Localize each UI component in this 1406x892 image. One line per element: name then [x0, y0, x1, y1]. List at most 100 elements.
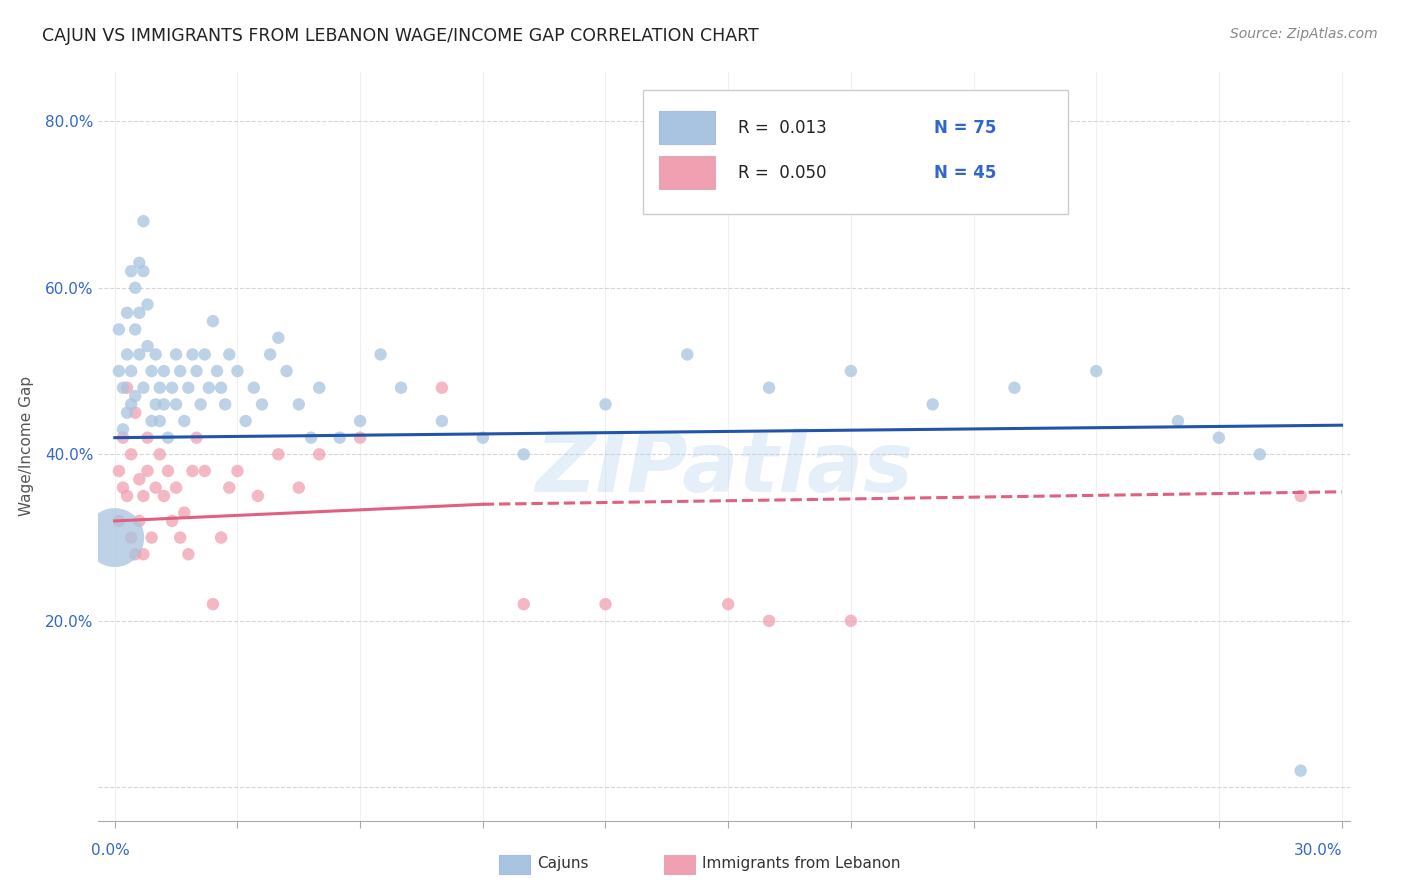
Point — [370, 347, 392, 361]
Point — [190, 397, 212, 411]
FancyBboxPatch shape — [643, 90, 1069, 214]
Point — [595, 597, 617, 611]
Point — [288, 397, 311, 411]
Point — [145, 481, 167, 495]
Point — [104, 531, 127, 545]
Point — [132, 547, 155, 561]
Point — [132, 489, 155, 503]
Point — [226, 364, 249, 378]
Point — [108, 322, 131, 336]
Text: CAJUN VS IMMIGRANTS FROM LEBANON WAGE/INCOME GAP CORRELATION CHART: CAJUN VS IMMIGRANTS FROM LEBANON WAGE/IN… — [42, 27, 759, 45]
Point — [124, 406, 146, 420]
Point — [120, 364, 142, 378]
Point — [111, 431, 134, 445]
Point — [108, 364, 131, 378]
Point — [259, 347, 281, 361]
Point — [149, 447, 172, 461]
Point — [120, 397, 142, 411]
Point — [111, 381, 134, 395]
Point — [186, 431, 208, 445]
Point — [132, 214, 155, 228]
Point — [124, 281, 146, 295]
Point — [839, 364, 862, 378]
FancyBboxPatch shape — [659, 111, 716, 145]
FancyBboxPatch shape — [659, 155, 716, 189]
Point — [181, 347, 204, 361]
Point — [246, 489, 269, 503]
Point — [149, 381, 172, 395]
Point — [201, 597, 224, 611]
Point — [194, 347, 217, 361]
Point — [124, 322, 146, 336]
Point — [115, 489, 138, 503]
Text: N = 75: N = 75 — [935, 119, 997, 136]
Point — [120, 531, 142, 545]
Point — [141, 531, 163, 545]
Text: 30.0%: 30.0% — [1295, 843, 1343, 858]
Point — [108, 464, 131, 478]
Point — [173, 414, 195, 428]
Point — [169, 531, 191, 545]
Text: N = 45: N = 45 — [935, 163, 997, 181]
Point — [276, 364, 298, 378]
Point — [165, 481, 187, 495]
Point — [1085, 364, 1108, 378]
Point — [136, 431, 159, 445]
Point — [111, 481, 134, 495]
Text: Source: ZipAtlas.com: Source: ZipAtlas.com — [1230, 27, 1378, 41]
Point — [288, 481, 311, 495]
Point — [156, 431, 179, 445]
Point — [430, 381, 453, 395]
Point — [512, 447, 534, 461]
Text: R =  0.050: R = 0.050 — [738, 163, 827, 181]
Point — [267, 331, 290, 345]
Point — [136, 339, 159, 353]
Point — [209, 381, 232, 395]
Point — [141, 364, 163, 378]
Point — [141, 414, 163, 428]
Point — [676, 347, 699, 361]
Point — [177, 381, 200, 395]
Point — [128, 347, 150, 361]
Point — [128, 256, 150, 270]
Point — [153, 364, 176, 378]
Point — [124, 389, 146, 403]
Point — [111, 422, 134, 436]
Point — [160, 381, 183, 395]
Point — [153, 397, 176, 411]
Y-axis label: Wage/Income Gap: Wage/Income Gap — [18, 376, 34, 516]
Point — [389, 381, 412, 395]
Point — [308, 447, 330, 461]
Point — [267, 447, 290, 461]
Point — [120, 447, 142, 461]
Point — [153, 489, 176, 503]
Point — [160, 514, 183, 528]
Point — [169, 364, 191, 378]
Point — [165, 397, 187, 411]
Point — [205, 364, 228, 378]
Point — [717, 597, 740, 611]
Point — [512, 597, 534, 611]
Point — [921, 397, 943, 411]
Point — [209, 531, 232, 545]
Text: 0.0%: 0.0% — [91, 843, 131, 858]
Point — [173, 506, 195, 520]
Point — [243, 381, 266, 395]
Point — [194, 464, 217, 478]
Point — [595, 397, 617, 411]
Point — [218, 481, 240, 495]
Point — [108, 514, 131, 528]
Point — [430, 414, 453, 428]
Point — [136, 297, 159, 311]
Point — [299, 431, 322, 445]
Text: Cajuns: Cajuns — [537, 856, 589, 871]
Point — [1289, 764, 1312, 778]
Point — [115, 381, 138, 395]
Point — [186, 364, 208, 378]
Point — [181, 464, 204, 478]
Text: Immigrants from Lebanon: Immigrants from Lebanon — [702, 856, 900, 871]
Text: R =  0.013: R = 0.013 — [738, 119, 827, 136]
Point — [1208, 431, 1230, 445]
Point — [128, 514, 150, 528]
Point — [1167, 414, 1189, 428]
